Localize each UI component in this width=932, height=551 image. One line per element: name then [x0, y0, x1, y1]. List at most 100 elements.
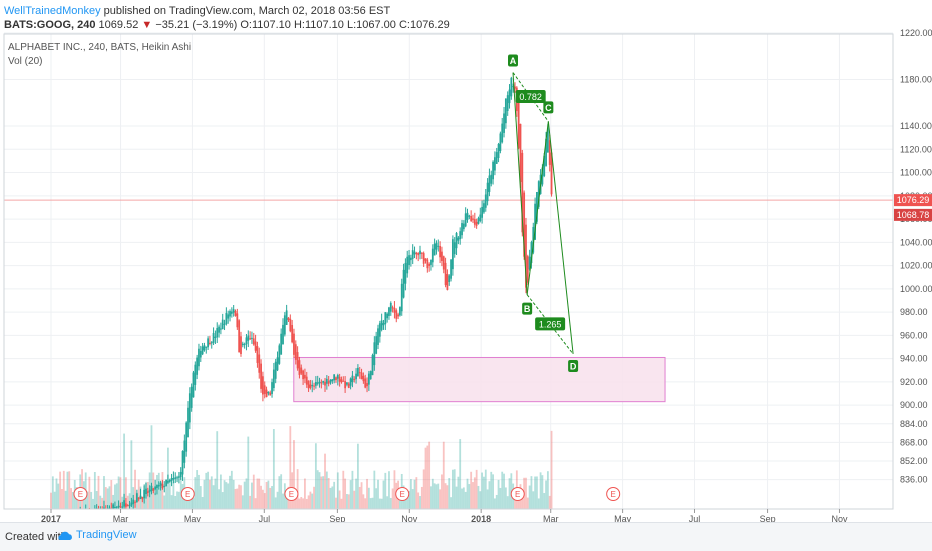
candle-body: [309, 384, 312, 388]
candle-body: [185, 422, 188, 452]
volume-bar: [161, 472, 164, 509]
volume-bar: [119, 477, 122, 509]
candle-body: [117, 505, 120, 508]
volume-bar: [327, 478, 330, 509]
volume-bar: [492, 474, 494, 509]
y-tick-label: 1020.00: [900, 261, 932, 271]
support-zone[interactable]: [293, 356, 666, 403]
volume-bar: [409, 479, 412, 509]
volume-bar: [309, 491, 312, 509]
candle-body: [431, 248, 434, 263]
volume-bar: [459, 439, 462, 509]
earnings-marker[interactable]: E: [510, 487, 525, 501]
volume-bar: [433, 483, 436, 509]
earnings-marker[interactable]: E: [180, 487, 195, 501]
volume-bar: [251, 482, 253, 509]
volume-bar: [274, 497, 277, 509]
candle-body: [249, 338, 252, 340]
volume-bar: [545, 480, 547, 509]
candle-body: [194, 364, 197, 385]
candle-body: [289, 318, 292, 332]
candle-body: [305, 376, 308, 385]
y-tick-label: 1140.00: [900, 121, 932, 131]
candle-body: [314, 382, 317, 386]
volume-bar: [234, 488, 237, 509]
candle-body: [378, 323, 381, 337]
candle-body: [163, 485, 166, 487]
pattern-point-d[interactable]: D: [568, 359, 579, 372]
y-tick-label: 960.00: [900, 330, 928, 340]
volume-bar: [130, 440, 133, 509]
volume-bar: [304, 478, 306, 509]
volume-bar: [358, 486, 361, 509]
candle-body: [411, 250, 414, 259]
volume-bar: [97, 475, 100, 509]
y-tick-label: 836.00: [900, 475, 928, 485]
x-tick-label: Sep: [760, 514, 776, 524]
volume-bar: [384, 472, 387, 509]
candle-body: [141, 497, 144, 500]
candle-body: [256, 346, 259, 363]
candle-body: [459, 231, 462, 240]
candle-body: [479, 214, 482, 221]
volume-bar: [59, 471, 62, 509]
price-label-tag: 1076.29: [894, 194, 932, 207]
volume-bar: [497, 479, 500, 509]
abcd-pattern[interactable]: A B C D 0.782 1.265: [508, 54, 579, 372]
tradingview-logo[interactable]: TradingView: [57, 529, 137, 541]
pattern-ratio-label[interactable]: 1.265: [535, 317, 566, 331]
volume-bar: [293, 440, 295, 509]
candle-body: [298, 360, 301, 375]
candle-body: [219, 328, 222, 330]
volume-bar: [86, 491, 89, 509]
volume-bar: [391, 488, 394, 509]
candle-body: [134, 501, 136, 503]
candle-body: [205, 346, 208, 348]
volume-bar: [258, 478, 261, 509]
y-tick-label: 868.00: [900, 437, 928, 447]
volume-bar: [494, 498, 496, 509]
candle-body: [199, 350, 202, 358]
candle-body: [514, 86, 516, 89]
candle-body: [386, 313, 389, 319]
candle-body: [335, 377, 337, 381]
candle-body: [377, 328, 379, 345]
pattern-point-c[interactable]: C: [543, 101, 554, 114]
volume-bar: [373, 470, 376, 509]
pattern-ratio-label[interactable]: 0.782: [515, 89, 546, 103]
x-tick-label: Sep: [329, 514, 345, 524]
volume-bar: [245, 478, 248, 509]
earnings-marker[interactable]: E: [73, 487, 88, 501]
candle-body: [490, 174, 493, 184]
candle-body: [545, 138, 547, 166]
candle-body: [536, 191, 538, 222]
earnings-marker[interactable]: E: [284, 487, 299, 501]
candle-body: [415, 253, 418, 255]
volume-bar: [470, 471, 473, 509]
candle-body: [121, 506, 124, 508]
candle-body: [187, 407, 189, 438]
volume-bar: [417, 492, 420, 509]
candle-body: [435, 242, 438, 250]
candle-body: [380, 320, 383, 330]
volume-bar: [108, 486, 111, 509]
candle-body: [236, 313, 239, 328]
candle-body: [240, 336, 242, 355]
volume-bar: [499, 487, 502, 509]
earnings-marker[interactable]: E: [395, 487, 410, 501]
author-link[interactable]: WellTrainedMonkey: [4, 5, 101, 17]
candle-body: [190, 386, 193, 408]
volume-bar: [322, 476, 325, 509]
candle-body: [146, 491, 149, 493]
volume-bar: [159, 485, 162, 509]
candle-body: [344, 381, 347, 389]
pattern-point-a[interactable]: A: [508, 54, 518, 67]
pattern-point-b[interactable]: B: [522, 302, 533, 315]
candle-body: [453, 242, 456, 255]
candle-body: [243, 344, 246, 346]
y-tick-label: 920.00: [900, 377, 928, 387]
candle-body: [291, 325, 294, 343]
earnings-marker[interactable]: E: [606, 487, 621, 501]
earnings-icon: [510, 487, 525, 501]
